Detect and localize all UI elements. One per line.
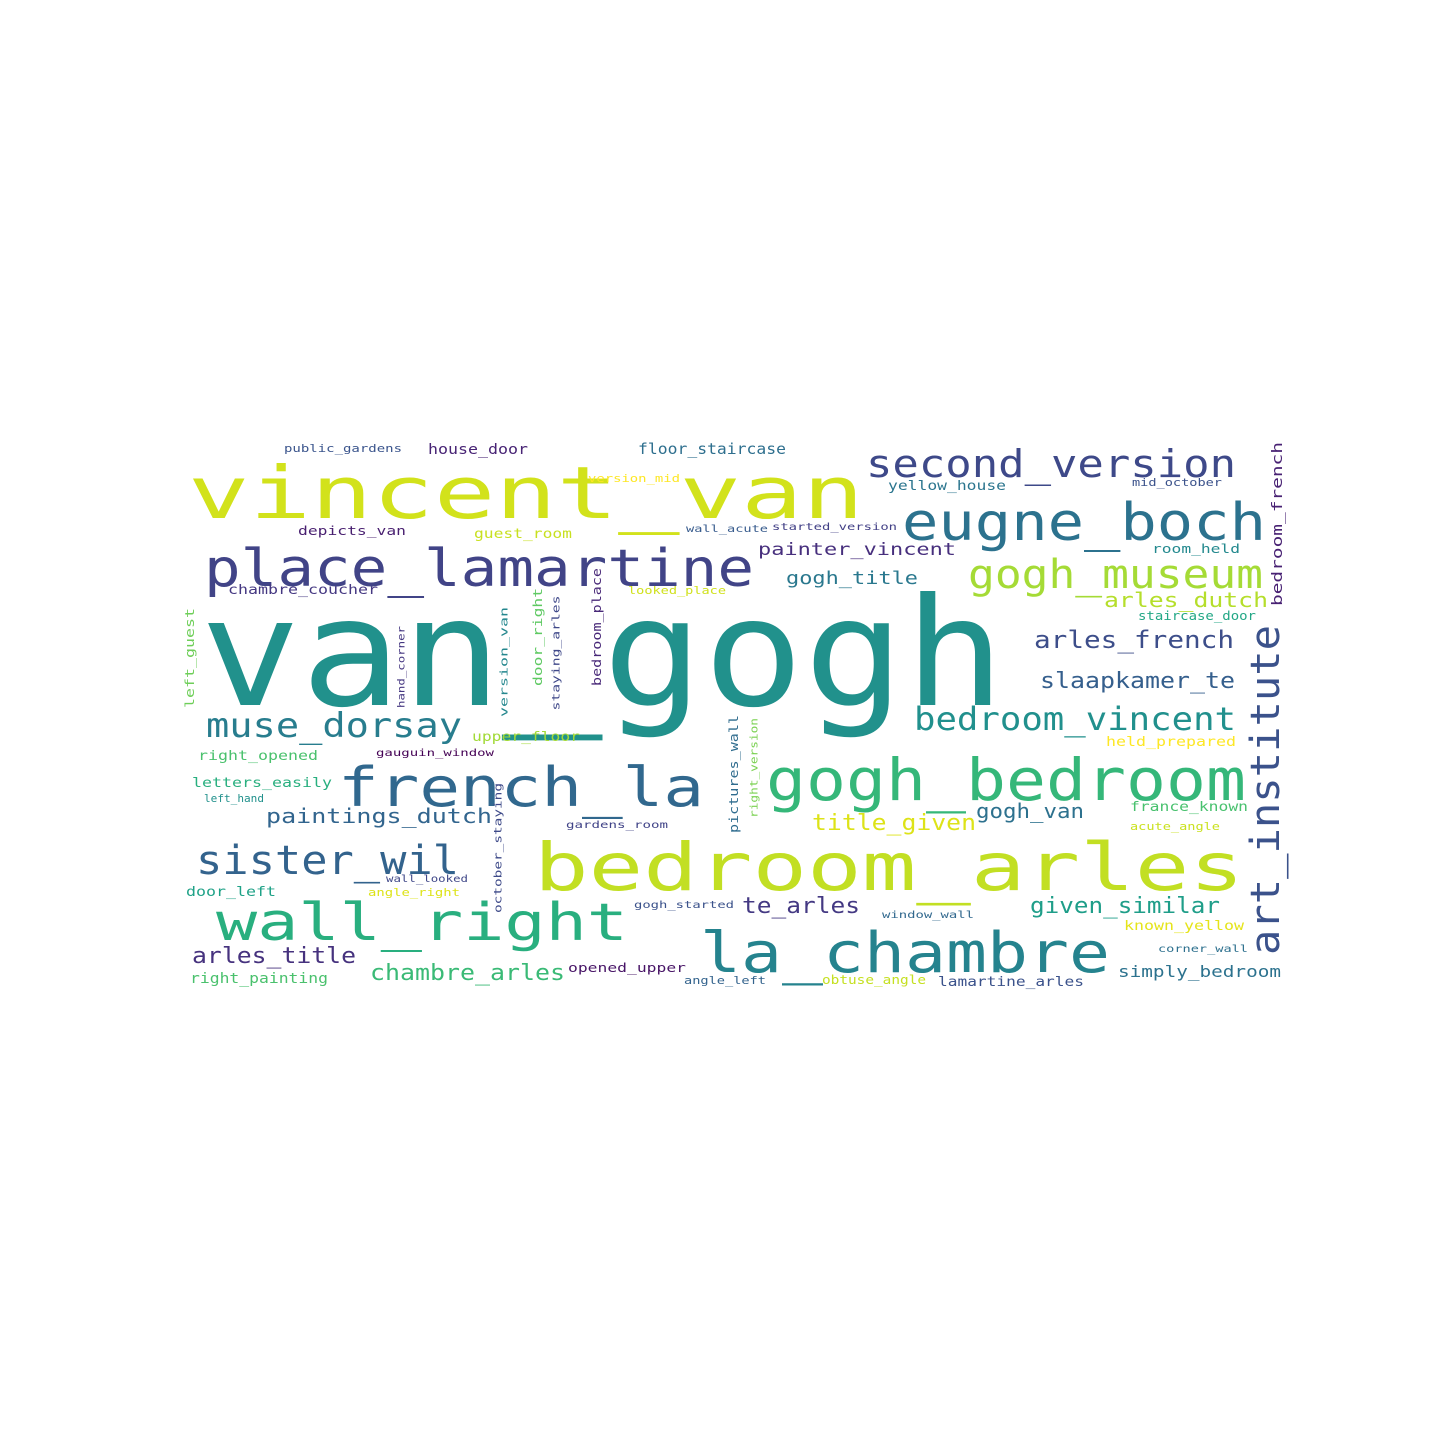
word-gogh-title: gogh_title bbox=[786, 568, 918, 589]
word-obtuse-angle: obtuse_angle bbox=[822, 973, 926, 987]
word-version-van: version_van bbox=[498, 607, 511, 717]
word-gogh-bedroom: gogh_bedroom bbox=[766, 746, 1246, 814]
word-la-chambre: la_chambre bbox=[700, 921, 1110, 986]
word-vincent-van: vincent_van bbox=[188, 451, 864, 535]
word-left-guest: left_guest bbox=[183, 608, 197, 708]
word-looked-place: looked_place bbox=[628, 584, 726, 597]
word-angle-right: angle_right bbox=[368, 886, 460, 899]
word-bedroom-arles: bedroom_arles bbox=[534, 829, 1244, 906]
word-bedroom-vincent: bedroom_vincent bbox=[914, 700, 1236, 738]
word-gogh-started: gogh_started bbox=[634, 900, 734, 911]
word-simply-bedroom: simply_bedroom bbox=[1118, 962, 1281, 981]
word-arles-french: arles_french bbox=[1034, 626, 1234, 654]
word-depicts-van: depicts_van bbox=[298, 524, 406, 538]
word-acute-angle: acute_angle bbox=[1130, 820, 1220, 833]
word-guest-room: guest_room bbox=[474, 527, 572, 542]
word-mid-october: mid_october bbox=[1132, 476, 1222, 489]
word-public-gardens: public_gardens bbox=[284, 442, 402, 455]
word-letters-easily: letters_easily bbox=[192, 776, 332, 791]
word-bedroom-french: bedroom_french bbox=[1270, 442, 1286, 606]
word-window-wall: window_wall bbox=[882, 910, 974, 921]
word-bedroom-place: bedroom_place bbox=[590, 568, 604, 686]
word-held-prepared: held_prepared bbox=[1106, 735, 1236, 750]
word-gardens-room: gardens_room bbox=[566, 820, 668, 831]
word-arles-dutch: arles_dutch bbox=[1104, 588, 1268, 612]
word-french-la: french_la bbox=[338, 756, 704, 819]
word-title-given: title_given bbox=[812, 811, 976, 836]
word-gauguin-window: gauguin_window bbox=[376, 748, 495, 759]
word-van-gogh: van_gogh bbox=[200, 567, 1005, 741]
word-wall-acute: wall_acute bbox=[686, 524, 768, 535]
word-opened-upper: opened_upper bbox=[568, 961, 686, 975]
word-hand-corner: hand_corner bbox=[397, 626, 408, 708]
word-pictures-wall: pictures_wall bbox=[727, 715, 741, 833]
word-staircase-door: staircase_door bbox=[1138, 609, 1256, 623]
word-arles-title: arles_title bbox=[192, 944, 356, 969]
word-gogh-van: gogh_van bbox=[976, 799, 1084, 823]
word-second-version: second_version bbox=[866, 442, 1236, 487]
word-upper-floor: upper_floor bbox=[472, 730, 580, 745]
word-right-opened: right_opened bbox=[198, 749, 318, 764]
word-floor-staircase: floor_staircase bbox=[638, 440, 786, 458]
word-door-left: door_left bbox=[186, 885, 276, 900]
word-corner-wall: corner_wall bbox=[1158, 944, 1248, 955]
word-wall-right: wall_right bbox=[216, 893, 628, 953]
word-painter-vincent: painter_vincent bbox=[758, 540, 956, 560]
word-door-right: door_right bbox=[531, 588, 545, 686]
word-art-institute: art_institute bbox=[1243, 625, 1289, 955]
word-slaapkamer-te: slaapkamer_te bbox=[1040, 669, 1235, 694]
word-chambre-coucher: chambre_coucher bbox=[228, 583, 378, 598]
word-room-held: room_held bbox=[1152, 542, 1240, 556]
word-house-door: house_door bbox=[428, 442, 528, 458]
word-lamartine-arles: lamartine_arles bbox=[938, 975, 1084, 990]
word-left-hand: left_hand bbox=[204, 792, 264, 805]
word-gogh-museum: gogh_museum bbox=[968, 552, 1263, 598]
word-given-similar: given_similar bbox=[1030, 894, 1220, 919]
word-known-yellow: known_yellow bbox=[1124, 919, 1244, 934]
word-angle-left: angle_left bbox=[684, 974, 766, 987]
word-right-version: right_version bbox=[748, 718, 761, 818]
word-france-known: france_known bbox=[1130, 800, 1248, 815]
word-chambre-arles: chambre_arles bbox=[370, 961, 565, 986]
word-place-lamartine: place_lamartine bbox=[204, 539, 754, 599]
word-paintings-dutch: paintings_dutch bbox=[266, 804, 492, 828]
word-te-arles: te_arles bbox=[742, 894, 860, 919]
word-right-painting: right_painting bbox=[190, 971, 328, 987]
word-sister-wil: sister_wil bbox=[196, 838, 459, 884]
word-muse-dorsay: muse_dorsay bbox=[206, 706, 462, 746]
word-yellow-house: yellow_house bbox=[888, 479, 1006, 494]
word-version-mid: version_mid bbox=[588, 472, 680, 485]
word-october-staying: october_staying bbox=[492, 783, 505, 913]
word-wall-looked: wall_looked bbox=[386, 874, 468, 885]
word-started-version: started_version bbox=[772, 522, 897, 533]
word-eugne-boch: eugne_boch bbox=[902, 493, 1266, 553]
word-staying-arles: staying_arles bbox=[550, 596, 563, 711]
